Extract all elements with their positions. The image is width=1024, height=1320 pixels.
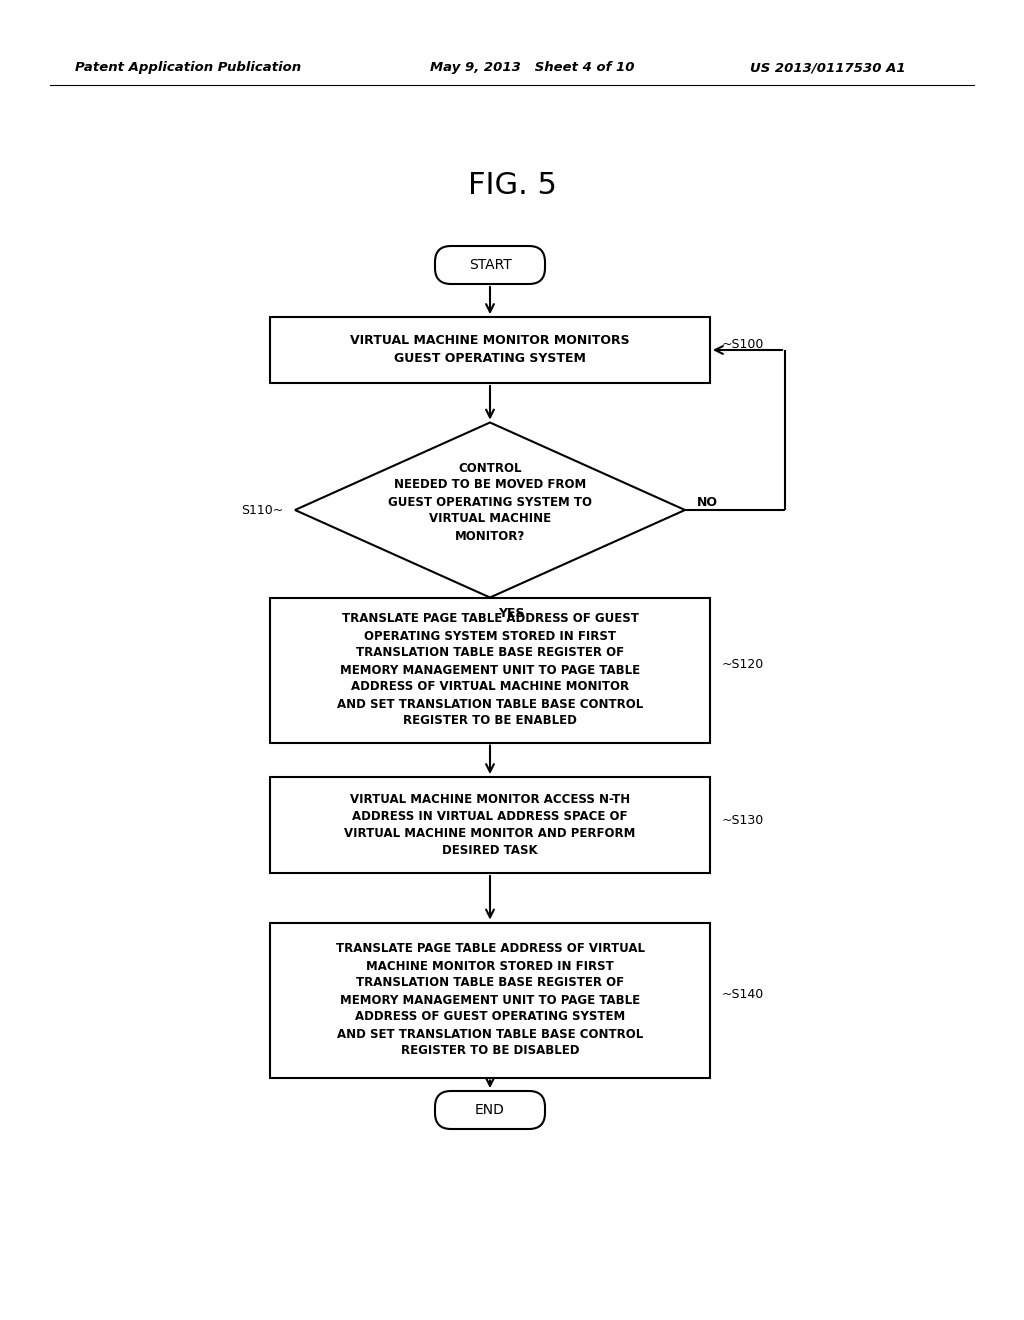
Text: CONTROL
NEEDED TO BE MOVED FROM
GUEST OPERATING SYSTEM TO
VIRTUAL MACHINE
MONITO: CONTROL NEEDED TO BE MOVED FROM GUEST OP… bbox=[388, 462, 592, 543]
Text: VIRTUAL MACHINE MONITOR MONITORS
GUEST OPERATING SYSTEM: VIRTUAL MACHINE MONITOR MONITORS GUEST O… bbox=[350, 334, 630, 366]
Text: YES: YES bbox=[498, 607, 524, 620]
Text: END: END bbox=[475, 1104, 505, 1117]
Text: ~S130: ~S130 bbox=[722, 813, 764, 826]
Text: FIG. 5: FIG. 5 bbox=[468, 170, 556, 199]
Text: TRANSLATE PAGE TABLE ADDRESS OF VIRTUAL
MACHINE MONITOR STORED IN FIRST
TRANSLAT: TRANSLATE PAGE TABLE ADDRESS OF VIRTUAL … bbox=[336, 942, 644, 1057]
Polygon shape bbox=[295, 422, 685, 598]
FancyBboxPatch shape bbox=[270, 777, 710, 873]
Text: US 2013/0117530 A1: US 2013/0117530 A1 bbox=[750, 62, 905, 74]
Text: ~S100: ~S100 bbox=[722, 338, 764, 351]
FancyBboxPatch shape bbox=[270, 923, 710, 1077]
Text: NO: NO bbox=[697, 495, 718, 508]
Text: TRANSLATE PAGE TABLE ADDRESS OF GUEST
OPERATING SYSTEM STORED IN FIRST
TRANSLATI: TRANSLATE PAGE TABLE ADDRESS OF GUEST OP… bbox=[337, 612, 643, 727]
FancyBboxPatch shape bbox=[270, 317, 710, 383]
Text: S110~: S110~ bbox=[241, 503, 283, 516]
Text: START: START bbox=[469, 257, 511, 272]
Text: May 9, 2013   Sheet 4 of 10: May 9, 2013 Sheet 4 of 10 bbox=[430, 62, 635, 74]
Text: Patent Application Publication: Patent Application Publication bbox=[75, 62, 301, 74]
Text: ~S120: ~S120 bbox=[722, 659, 764, 672]
Text: ~S140: ~S140 bbox=[722, 989, 764, 1002]
Text: VIRTUAL MACHINE MONITOR ACCESS N-TH
ADDRESS IN VIRTUAL ADDRESS SPACE OF
VIRTUAL : VIRTUAL MACHINE MONITOR ACCESS N-TH ADDR… bbox=[344, 793, 636, 857]
FancyBboxPatch shape bbox=[270, 598, 710, 742]
FancyBboxPatch shape bbox=[435, 246, 545, 284]
FancyBboxPatch shape bbox=[435, 1092, 545, 1129]
